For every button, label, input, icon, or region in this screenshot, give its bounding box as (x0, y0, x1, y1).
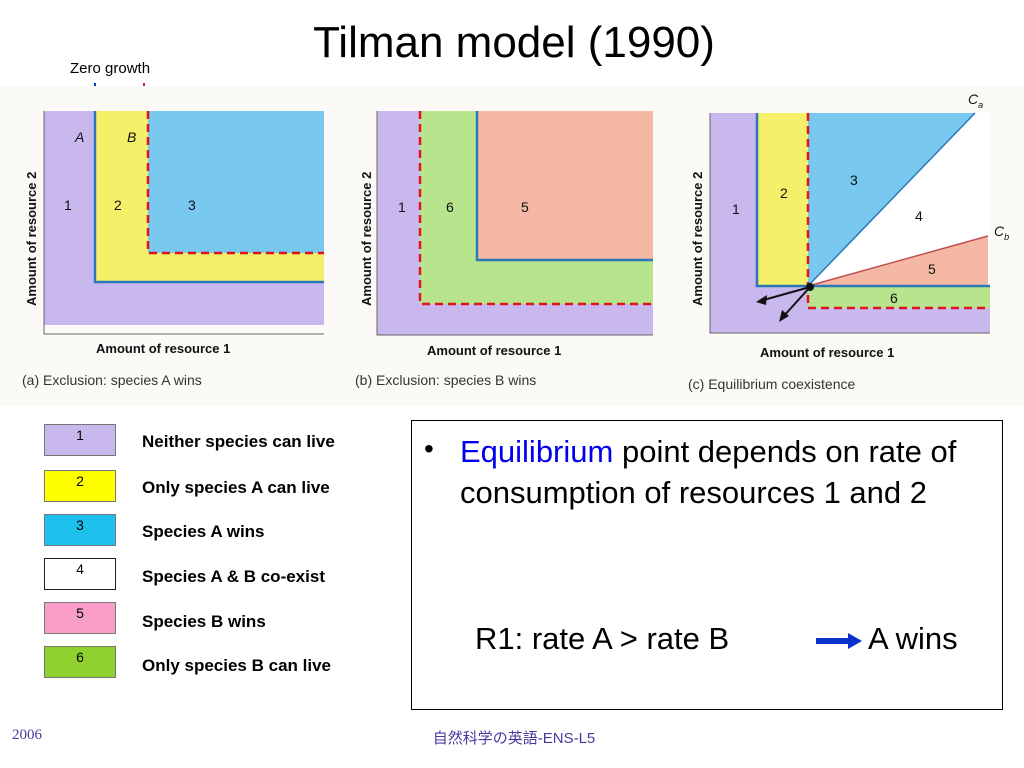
bullet-rest: point depends on rate of consumption of … (460, 434, 957, 510)
panel-c-caption: (c) Equilibrium coexistence (688, 376, 855, 392)
rule-result: A wins (868, 621, 958, 656)
legend-swatch-5: 5 (44, 602, 116, 634)
panel-b-ylabel: Amount of resource 2 (359, 172, 374, 306)
panel-a-xlabel: Amount of resource 1 (96, 341, 230, 356)
region-3 (148, 111, 324, 253)
legend-swatch-1-num: 1 (76, 427, 84, 443)
legend-label-5: Species B wins (142, 612, 266, 631)
line-label-cb: Cb (994, 223, 1009, 242)
zero-growth-annotation: Zero growth (70, 60, 151, 77)
label-species-b: B (127, 129, 136, 145)
region-1-label: 1 (398, 199, 406, 215)
panel-c-axes (709, 113, 990, 334)
line-label-ca: Ca (968, 91, 983, 110)
region-5-label: 5 (521, 199, 529, 215)
legend-swatch-2: 2 (44, 470, 116, 502)
legend-swatch-6: 6 (44, 646, 116, 678)
panel-a-ylabel: Amount of resource 2 (24, 172, 39, 306)
region-3-label: 3 (188, 197, 196, 213)
panel-c: Amount of resource 2 1 2 3 4 5 6 Ca Cb A… (688, 91, 1009, 392)
panel-b: Amount of resource 2 1 6 5 Amount of res… (355, 111, 653, 388)
equilibrium-highlight: Equilibrium (460, 434, 614, 469)
legend-swatch-2-num: 2 (76, 473, 84, 489)
panel-a-caption: (a) Exclusion: species A wins (22, 372, 202, 388)
legend-swatch-4: 4 (44, 558, 116, 590)
footer-course-text: 自然科学の英語-ENS-L5 (432, 730, 596, 747)
legend-swatch-6-num: 6 (76, 649, 84, 665)
region-1-label: 1 (64, 197, 72, 213)
explanation-textbox: • Equilibrium point depends on rate of c… (411, 420, 1003, 710)
region-5-label: 5 (928, 261, 936, 277)
label-species-a: A (74, 129, 84, 145)
zero-growth-line-b (806, 113, 990, 310)
panel-c-xlabel: Amount of resource 1 (760, 345, 894, 360)
legend-swatch-3-num: 3 (76, 517, 84, 533)
zero-growth-line-a (475, 111, 653, 262)
legend-label-4: Species A & B co-exist (142, 567, 325, 586)
legend-label-3: Species A wins (142, 522, 265, 541)
panel-a-axes (43, 111, 324, 335)
bullet-text: Equilibrium point depends on rate of con… (460, 431, 990, 513)
zero-growth-line-a (755, 113, 990, 288)
region-6-label: 6 (890, 290, 898, 306)
panel-c-ylabel: Amount of resource 2 (690, 172, 705, 306)
panel-b-axes (376, 111, 653, 336)
panel-b-caption: (b) Exclusion: species B wins (355, 372, 536, 388)
region-1-label: 1 (732, 201, 740, 217)
slide-title: Tilman model (1990) (0, 18, 1024, 68)
region-6 (808, 286, 990, 308)
legend-swatch-1: 1 (44, 424, 116, 456)
legend-swatch-3: 3 (44, 514, 116, 546)
footer-year: 2006 (12, 727, 42, 743)
legend-swatch-5-num: 5 (76, 605, 84, 621)
region-3-label: 3 (850, 172, 858, 188)
legend-label-6: Only species B can live (142, 656, 331, 675)
consumption-line-ca (807, 112, 976, 287)
footer-course: 自然科学の英語-ENS-L5 (0, 727, 1024, 748)
region-2-label: 2 (114, 197, 122, 213)
panel-b-xlabel: Amount of resource 1 (427, 343, 561, 358)
zero-growth-line-a (93, 111, 324, 284)
legend-label-1: Neither species can live (142, 432, 335, 451)
consumption-line-cb (807, 235, 989, 287)
legend-label-2: Only species A can live (142, 478, 330, 497)
right-arrow-icon (816, 633, 862, 649)
region-4-label: 4 (915, 208, 923, 224)
bullet-icon: • (424, 433, 434, 464)
slide-title-text: Tilman model (1990) (313, 18, 715, 67)
region-2-label: 2 (780, 185, 788, 201)
region-5 (477, 111, 653, 260)
legend-swatch-4-num: 4 (76, 561, 84, 577)
rule-text: R1: rate A > rate B (475, 621, 730, 656)
consumption-arrow-icon (756, 286, 811, 322)
region-6-label: 6 (446, 199, 454, 215)
panel-a: Amount of resource 2 A B 1 2 3 Amount of… (22, 111, 324, 388)
